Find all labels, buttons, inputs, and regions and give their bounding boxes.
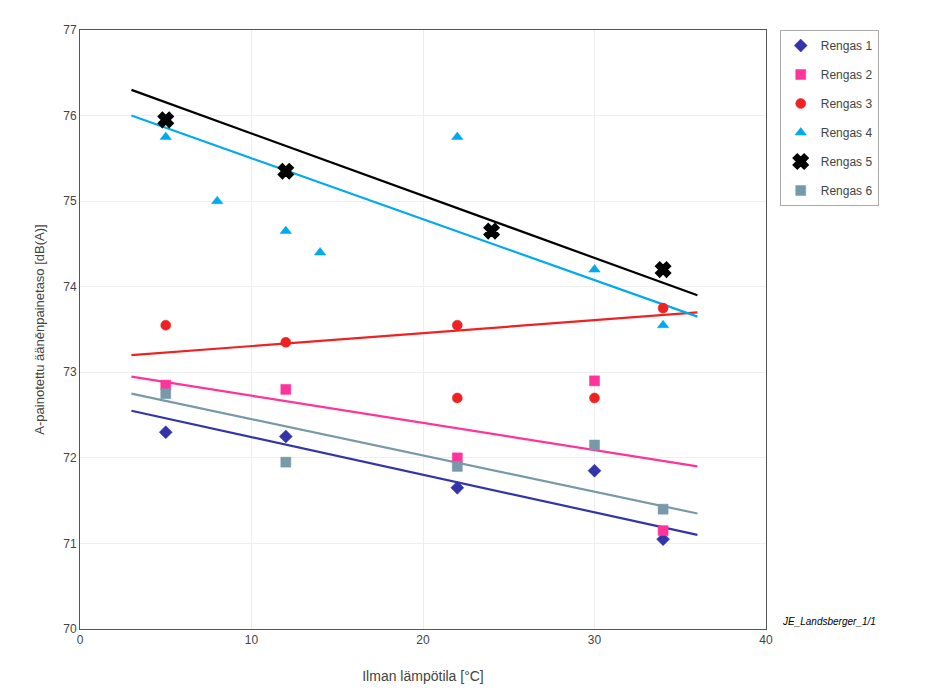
svg-text:Rengas 5: Rengas 5	[821, 155, 873, 169]
svg-text:72: 72	[63, 451, 77, 465]
svg-text:71: 71	[63, 537, 77, 551]
svg-text:40: 40	[759, 633, 773, 647]
svg-text:73: 73	[63, 365, 77, 379]
svg-text:10: 10	[245, 633, 259, 647]
svg-text:75: 75	[63, 194, 77, 208]
svg-text:Ilman lämpötila [°C]: Ilman lämpötila [°C]	[362, 668, 484, 684]
svg-text:Rengas 2: Rengas 2	[821, 68, 873, 82]
svg-text:A-painotettu ääněnpainetaso [d: A-painotettu ääněnpainetaso [dB(A)]	[32, 224, 47, 434]
svg-text:74: 74	[63, 280, 77, 294]
svg-text:76: 76	[63, 109, 77, 123]
svg-text:JE_Landsberger_1/1: JE_Landsberger_1/1	[782, 616, 876, 627]
svg-text:20: 20	[416, 633, 430, 647]
svg-text:0: 0	[77, 633, 84, 647]
svg-text:77: 77	[63, 23, 77, 37]
svg-text:30: 30	[588, 633, 602, 647]
svg-text:70: 70	[63, 622, 77, 636]
svg-text:Rengas 6: Rengas 6	[821, 184, 873, 198]
svg-text:Rengas 4: Rengas 4	[821, 126, 873, 140]
svg-text:Rengas 1: Rengas 1	[821, 39, 873, 53]
svg-text:Rengas 3: Rengas 3	[821, 97, 873, 111]
